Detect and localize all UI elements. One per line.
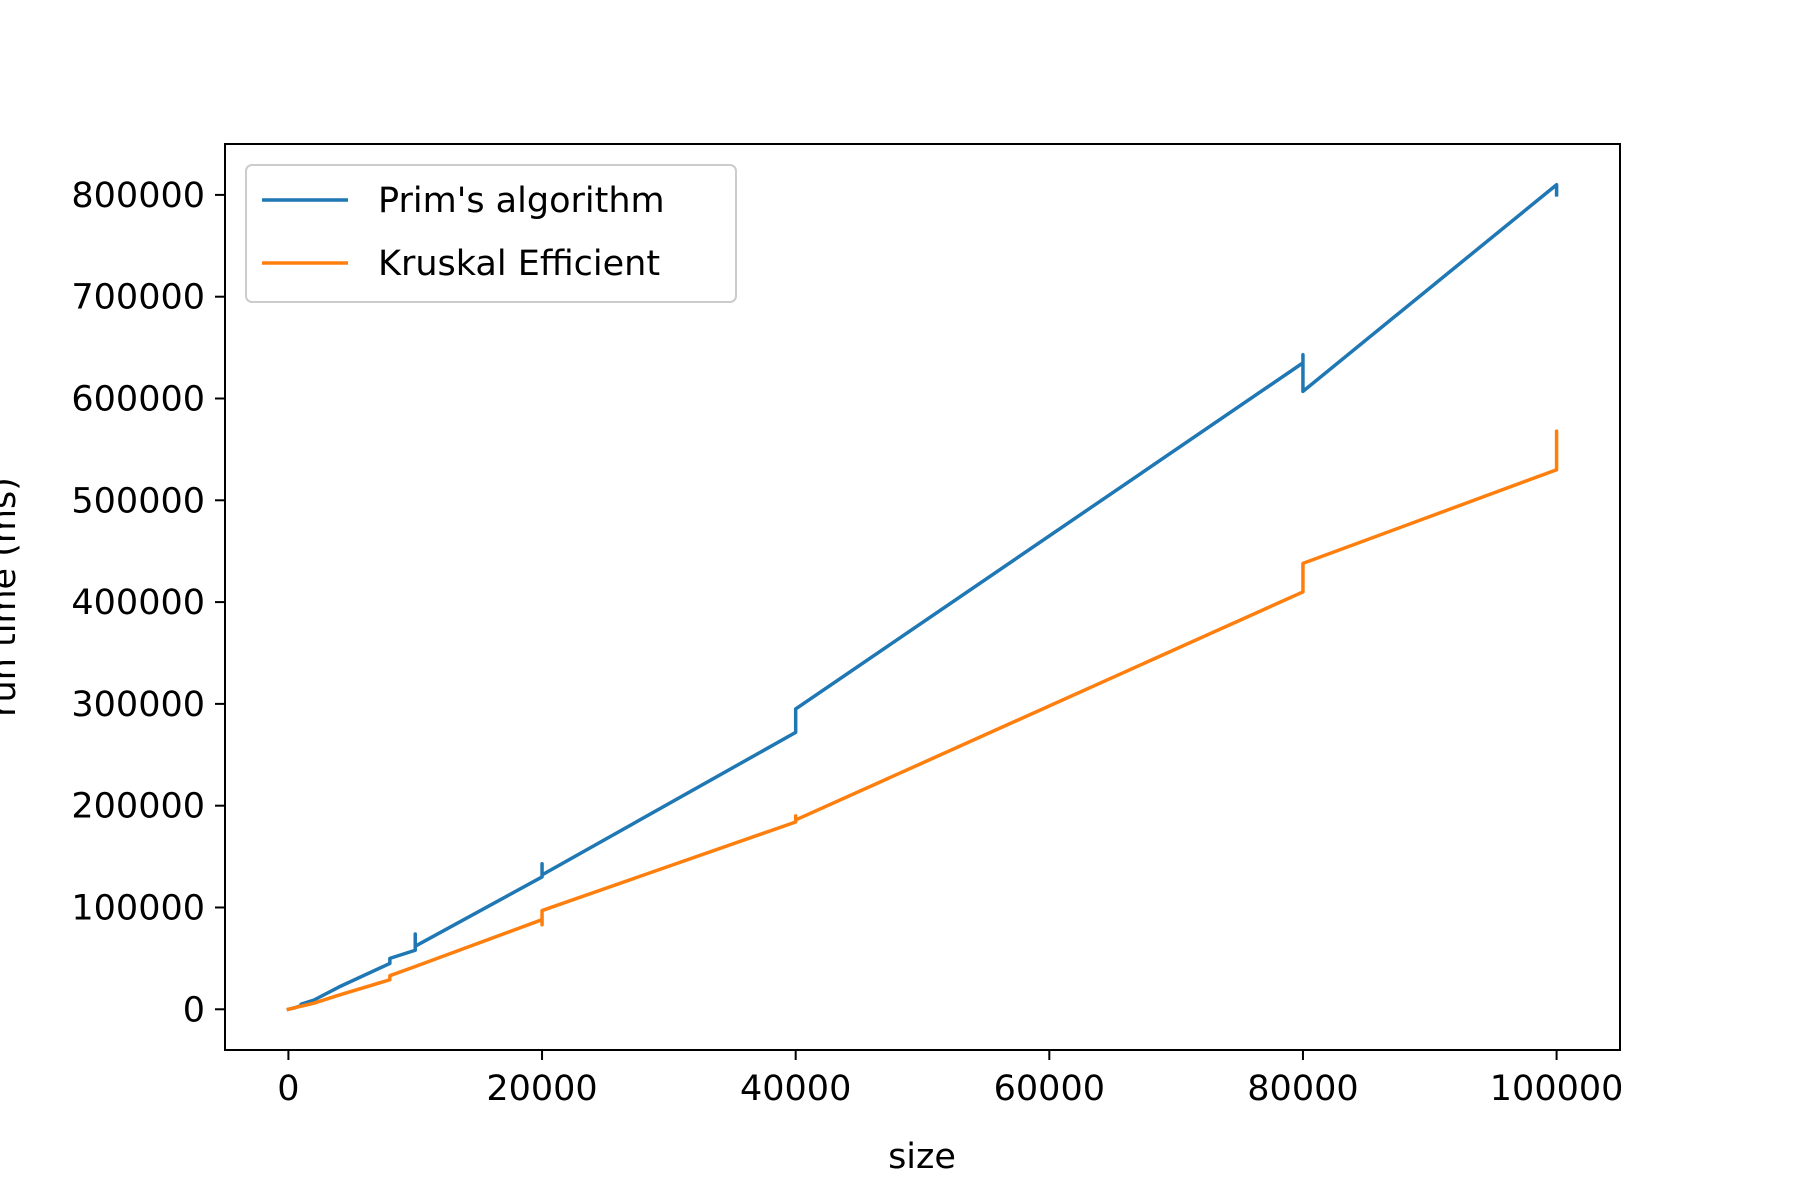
y-tick-label: 200000 (71, 787, 205, 827)
y-tick-label: 500000 (71, 481, 205, 521)
y-axis-ticks: 0 100000 200000 300000 400000 500000 600000 700… (71, 176, 225, 1030)
series-line-prim-s-algorithm (286, 182, 1559, 1012)
y-tick-label: 400000 (71, 583, 205, 623)
y-tick-label: 300000 (71, 685, 205, 725)
x-tick-label: 0 (277, 1069, 299, 1109)
y-tick-label: 800000 (71, 176, 205, 216)
x-tick-label: 100000 (1490, 1069, 1624, 1109)
legend-label-kruskal-efficient: Kruskal Efficient (378, 244, 660, 284)
x-tick-label: 60000 (994, 1069, 1105, 1109)
y-tick-label: 600000 (71, 379, 205, 419)
series-line-kruskal-efficient (286, 429, 1559, 1012)
legend: Prim's algorithm Kruskal Efficient (245, 164, 737, 303)
y-tick-label: 100000 (71, 888, 205, 928)
x-tick-label: 80000 (1247, 1069, 1358, 1109)
y-axis-label: run time (ms) (0, 477, 24, 717)
y-tick-label: 700000 (71, 278, 205, 318)
legend-label-prims-algorithm: Prim's algorithm (378, 181, 665, 221)
series-layer (286, 182, 1559, 1012)
x-tick-label: 20000 (486, 1069, 597, 1109)
x-axis-label: size (888, 1137, 956, 1177)
x-tick-label: 40000 (740, 1069, 851, 1109)
y-tick-label: 0 (183, 990, 205, 1030)
x-axis-ticks: 0 20000 40000 60000 80000 100000 (277, 1050, 1623, 1109)
plot-frame (224, 143, 1621, 1051)
legend-box (245, 164, 737, 303)
